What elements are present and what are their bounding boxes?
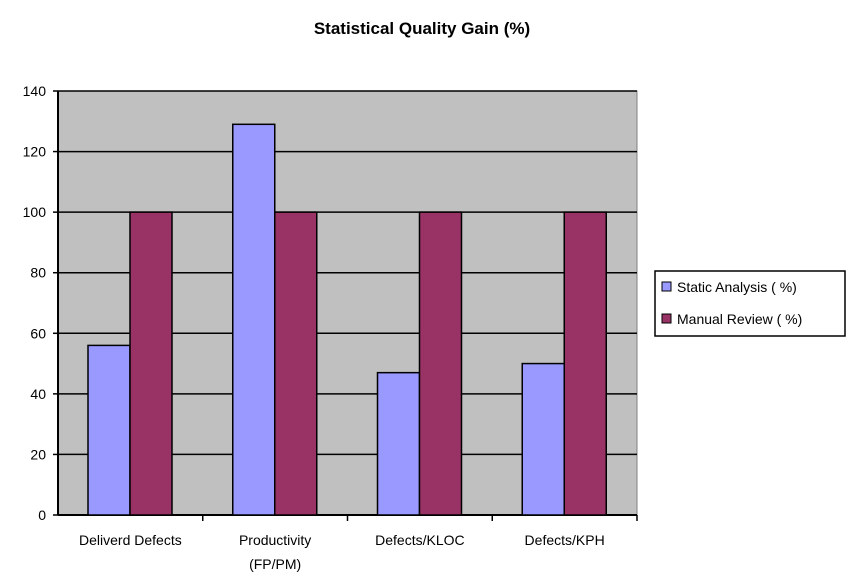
bar-manual-review (129, 211, 173, 516)
legend (654, 270, 846, 337)
y-tick-label: 60 (30, 325, 46, 341)
y-tick-label: 120 (23, 144, 47, 160)
x-tick-label: Deliverd Defects (79, 532, 182, 548)
legend-swatch (661, 313, 672, 324)
y-tick-label: 20 (30, 446, 46, 462)
bar-manual-review (418, 211, 463, 516)
bar-static-analysis (232, 123, 276, 516)
chart-title: Statistical Quality Gain (%) (314, 19, 530, 38)
bar-static-analysis (376, 371, 421, 516)
y-tick-label: 100 (23, 204, 47, 220)
x-tick-label: Defects/KLOC (375, 532, 464, 548)
x-tick-label: (FP/PM) (249, 556, 301, 572)
x-tick-label: Productivity (239, 532, 311, 548)
x-tick-label: Defects/KPH (525, 532, 605, 548)
bar-static-analysis (521, 362, 565, 516)
legend-label: Manual Review ( %) (677, 311, 802, 327)
y-tick-label: 140 (23, 83, 47, 99)
legend-swatch (661, 281, 672, 292)
y-tick-label: 40 (30, 386, 46, 402)
bar-static-analysis (87, 344, 131, 516)
bar-manual-review (563, 211, 607, 516)
bar-manual-review (274, 211, 318, 516)
y-tick-label: 80 (30, 265, 46, 281)
y-tick-label: 0 (38, 507, 46, 523)
legend-label: Static Analysis ( %) (677, 279, 797, 295)
